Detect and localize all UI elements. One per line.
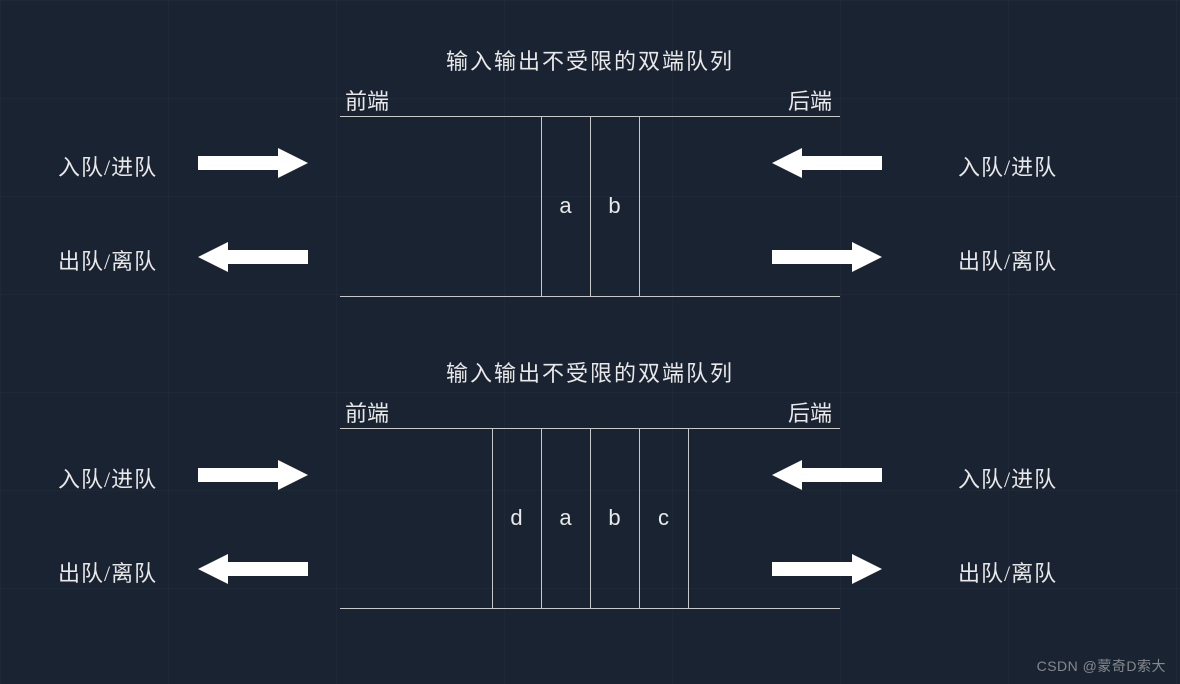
right-dequeue-label: 出队/离队 [958, 556, 1057, 588]
rear-end-label: 后端 [788, 84, 832, 116]
deque-diagram-1: 输入输出不受限的双端队列 前端 后端 ab 入队/进队 出队/离队 入队/进队 … [0, 36, 1180, 336]
diagram-title: 输入输出不受限的双端队列 [0, 44, 1180, 76]
queue-cell: d [492, 428, 542, 608]
left-dequeue-label: 出队/离队 [58, 244, 157, 276]
right-enqueue-arrow [772, 148, 882, 178]
queue-cells: dabc [492, 428, 689, 608]
left-enqueue-arrow [198, 460, 308, 490]
left-enqueue-label: 入队/进队 [58, 150, 157, 182]
right-enqueue-label: 入队/进队 [958, 462, 1057, 494]
queue-bottom-border [340, 608, 840, 609]
rear-end-label: 后端 [788, 396, 832, 428]
queue-cell: b [590, 428, 640, 608]
front-end-label: 前端 [345, 396, 389, 428]
right-enqueue-arrow [772, 460, 882, 490]
queue-cells: ab [541, 116, 640, 296]
left-dequeue-label: 出队/离队 [58, 556, 157, 588]
left-enqueue-arrow [198, 148, 308, 178]
left-dequeue-arrow [198, 554, 308, 584]
deque-diagram-2: 输入输出不受限的双端队列 前端 后端 dabc 入队/进队 出队/离队 入队/进… [0, 348, 1180, 648]
right-dequeue-label: 出队/离队 [958, 244, 1057, 276]
right-dequeue-arrow [772, 554, 882, 584]
queue-bottom-border [340, 296, 840, 297]
queue-cell: b [590, 116, 640, 296]
watermark-text: CSDN @蒙奇D索大 [1037, 656, 1166, 676]
front-end-label: 前端 [345, 84, 389, 116]
queue-cell: c [639, 428, 689, 608]
diagram-title: 输入输出不受限的双端队列 [0, 356, 1180, 388]
right-enqueue-label: 入队/进队 [958, 150, 1057, 182]
left-dequeue-arrow [198, 242, 308, 272]
queue-cell: a [541, 428, 591, 608]
queue-cell: a [541, 116, 591, 296]
right-dequeue-arrow [772, 242, 882, 272]
left-enqueue-label: 入队/进队 [58, 462, 157, 494]
